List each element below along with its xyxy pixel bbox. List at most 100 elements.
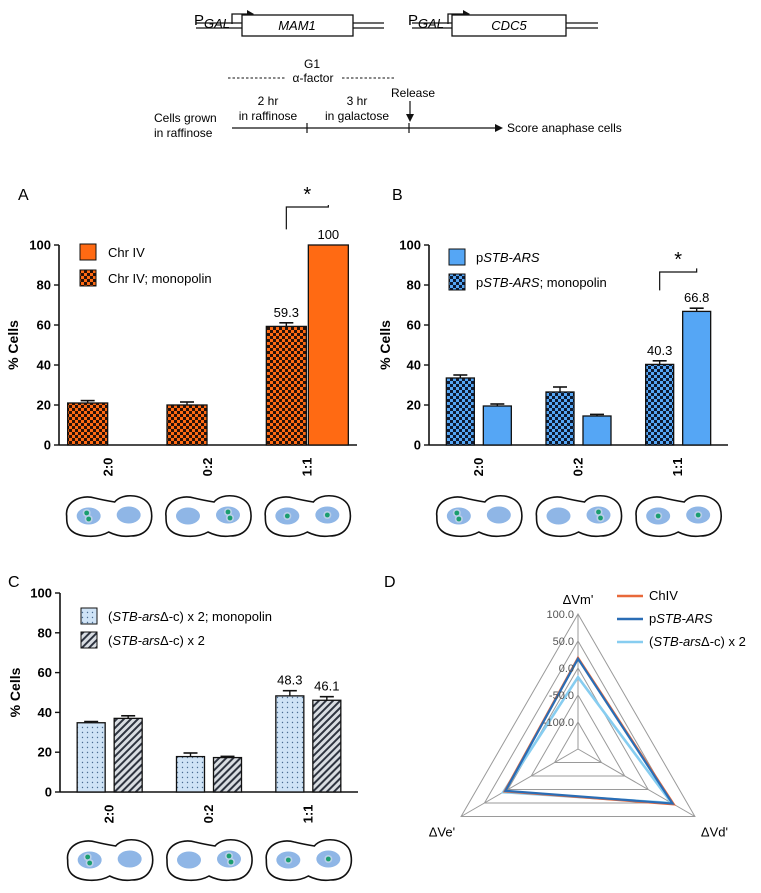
cell-cartoon-2-0: [65, 495, 153, 538]
chromosome-dot: [284, 513, 290, 519]
legend-label: pSTB-ARS: [476, 250, 540, 265]
legend-label: ChIV: [649, 588, 678, 603]
y-axis-label: % Cells: [7, 667, 23, 717]
bar-checker: [445, 377, 475, 446]
x-tick-label: 0:2: [201, 805, 216, 824]
cell-cartoon-0-2: [165, 495, 252, 538]
chromosome-dot: [324, 512, 330, 518]
chromosome-dot: [226, 853, 232, 859]
nucleus-mother: [177, 851, 201, 869]
x-tick-label: 1:1: [300, 805, 315, 824]
legend-swatch-checker: [448, 273, 466, 291]
legend-text-part: (: [649, 634, 654, 649]
value-label: 40.3: [647, 343, 672, 358]
nucleus-bud: [117, 850, 142, 868]
promoter-arrow-2: [447, 13, 463, 24]
y-tick-label: 40: [407, 358, 421, 373]
cell-outline: [65, 495, 153, 538]
x-tick-label: 2:0: [101, 458, 116, 477]
bar-hatched: [113, 717, 143, 793]
legend-label: pSTB-ARS; monopolin: [476, 275, 607, 290]
y-tick-label: 20: [38, 745, 52, 760]
y-tick-label: 20: [407, 398, 421, 413]
significance-bracket: [285, 205, 329, 230]
chromosome-dot: [87, 860, 93, 866]
y-tick-label: 60: [38, 665, 52, 680]
panel-label-d: D: [384, 574, 396, 591]
panel-label-c: C: [8, 574, 20, 591]
x-tick-label: 1:1: [670, 458, 685, 477]
radar-ring: [483, 640, 673, 804]
radar-axis-label: ΔVe': [429, 825, 455, 840]
chromosome-dot: [454, 510, 460, 516]
radar-ring-label: 0.0: [559, 663, 574, 675]
legend-text-part: STB-ARS: [483, 275, 540, 290]
nucleus-mother: [176, 507, 200, 525]
y-tick-label: 60: [407, 318, 421, 333]
significance-bracket: [659, 268, 698, 291]
radar-axis-label: ΔVm': [563, 592, 594, 607]
legend-swatch-dotted: [80, 607, 98, 625]
panel-label-b: B: [392, 187, 403, 204]
legend-swatch-hatched: [80, 631, 98, 649]
nucleus-mother: [546, 507, 571, 525]
radar-series-line: [500, 674, 675, 805]
cell-cartoon-1-1: [264, 495, 352, 538]
chromosome-dot: [228, 859, 234, 865]
value-label: 48.3: [277, 673, 302, 688]
radar-ring-label: 50.0: [553, 636, 574, 648]
y-tick-label: 20: [37, 398, 51, 413]
cell-cartoon-2-0: [66, 839, 154, 882]
release-arrowhead: [406, 114, 414, 122]
radar-spoke: [577, 748, 696, 817]
value-label: 46.1: [314, 679, 339, 694]
bar-solid: [482, 405, 512, 446]
gene-label-2: CDC5: [491, 18, 527, 33]
y-tick-label: 80: [38, 625, 52, 640]
y-tick-label: 0: [45, 785, 52, 800]
panel-label-a: A: [18, 187, 29, 204]
legend-text-part: STB-ARS: [483, 250, 540, 265]
timeline-arrowhead: [495, 124, 503, 132]
y-tick-label: 100: [399, 238, 421, 253]
radar-axis-label: ΔVd': [701, 825, 728, 840]
y-tick-label: 100: [29, 238, 51, 253]
chromosome-dot: [285, 857, 291, 863]
bar-dotted: [175, 755, 206, 793]
chromosome-dot: [598, 515, 603, 521]
value-label: 100: [317, 227, 339, 242]
cell-cartoon-1-1: [635, 495, 722, 538]
cell-cartoon-1-1: [265, 839, 353, 882]
y-axis-label: % Cells: [377, 320, 393, 370]
x-tick-label: 0:2: [200, 458, 215, 477]
bar-hatched: [212, 756, 243, 793]
bar-checker: [545, 391, 575, 446]
bar-solid: [582, 415, 612, 446]
gene-box-2: [451, 14, 567, 37]
cell-outline: [535, 495, 623, 538]
radar-ring-label: -50.0: [549, 690, 574, 702]
promoter-arrow-1: [231, 13, 247, 24]
cell-cartoon-0-2: [166, 839, 253, 882]
legend-label: pSTB-ARS: [649, 611, 713, 626]
chromosome-dot: [227, 515, 233, 521]
schematic: PGAL MAM1 PGAL CDC5 G1 α-factor Cells gr…: [154, 10, 622, 140]
release-label: Release: [391, 86, 435, 100]
y-tick-label: 0: [44, 438, 51, 453]
chromosome-dot: [325, 856, 331, 862]
radar-series-line: [502, 655, 677, 806]
radar-spoke: [460, 748, 579, 817]
step2-label: 3 hr in galactose: [325, 94, 389, 123]
radar-ring: [553, 721, 603, 763]
legend-text-part: ; monopolin: [540, 275, 607, 290]
value-label: 66.8: [684, 290, 709, 305]
legend-text-part: p: [476, 250, 483, 265]
legend-label: (STB-arsΔ-c) x 2: [108, 633, 205, 648]
radar-ring: [460, 613, 696, 817]
y-tick-label: 100: [30, 586, 52, 601]
legend-swatch-solid: [448, 248, 466, 266]
chromosome-dot: [84, 510, 90, 516]
radar-ring: [530, 694, 626, 777]
